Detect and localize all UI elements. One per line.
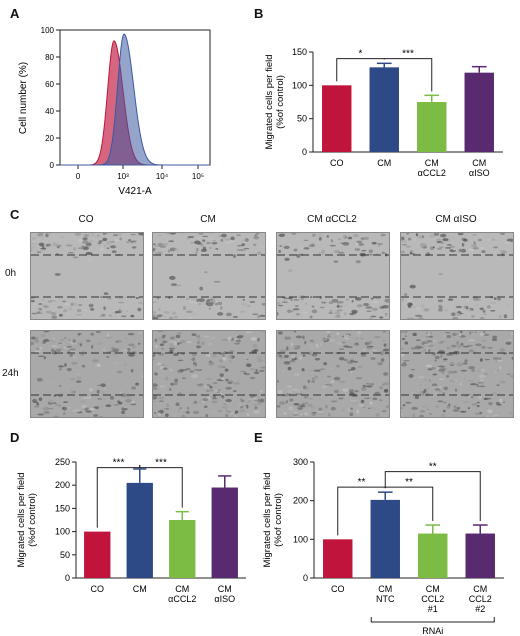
significance-label: *** [113, 458, 125, 469]
panel-letter-b: B [254, 6, 264, 21]
histogram-y-tick: 20 [45, 134, 54, 143]
bar [211, 487, 238, 578]
histogram-y-tick: 100 [41, 26, 55, 35]
y-axis-label: Migrated cells per field(%of control) [16, 472, 38, 567]
category-label: CM αISO [214, 584, 235, 604]
column-label-cm-accl2: CM αCCL2 [307, 214, 357, 225]
histogram-x-tick: 10³ [117, 172, 129, 181]
rnai-bracket [370, 617, 495, 623]
significance-bracket [384, 471, 481, 522]
significance-label: ** [358, 477, 366, 488]
rnai-label: RNAi [422, 626, 443, 634]
histogram-x-tick: 10⁴ [156, 172, 169, 181]
row-label-0h: 0h [5, 268, 17, 279]
y-tick-label: 300 [293, 457, 308, 467]
panel-letter-a: A [10, 6, 20, 21]
category-label: CM [377, 158, 391, 168]
y-tick-label: 200 [293, 496, 308, 506]
histogram-y-tick: 0 [50, 161, 55, 170]
category-label: CO [331, 584, 345, 594]
y-tick-label: 150 [292, 47, 307, 57]
column-label-co: CO [78, 214, 94, 225]
significance-label: *** [155, 458, 167, 469]
significance-label: *** [402, 49, 414, 60]
y-tick-label: 50 [60, 550, 70, 560]
y-tick-label: 150 [55, 503, 70, 513]
bar [323, 539, 353, 578]
category-label: CM NTC [376, 584, 395, 604]
micrograph-tile [400, 232, 514, 320]
micrograph-tile [30, 330, 144, 418]
bar [465, 533, 495, 578]
bar-chart-d: Migrated cells per field(%of control) 0 50… [16, 457, 246, 604]
y-tick-label: 100 [292, 80, 307, 90]
y-tick-label: 250 [55, 457, 70, 467]
bar [417, 102, 447, 152]
y-tick-label: 100 [55, 527, 70, 537]
histogram-y-tick: 80 [45, 53, 54, 62]
category-label: CM αISO [469, 158, 490, 178]
histogram-x-tick: 10⁵ [192, 172, 204, 181]
histogram-blue-curve [60, 33, 210, 166]
micrograph-tile [276, 232, 390, 320]
y-tick-label: 0 [302, 147, 307, 157]
bar [418, 533, 448, 578]
bar [126, 482, 153, 578]
bar [322, 85, 352, 152]
histogram-x-ticks: 0 10³ 10⁴ 10⁵ [76, 165, 204, 181]
category-label: CO [91, 584, 105, 594]
panel-letter-d: D [10, 430, 20, 445]
histogram-xlabel: V421-A [118, 186, 152, 197]
histogram-y-ticks: 0 20 40 60 80 100 [41, 26, 60, 170]
micrograph-tile [152, 232, 266, 320]
row-label-24h: 24h [2, 368, 19, 379]
histogram-ylabel: Cell number (%) [18, 62, 29, 134]
bar [464, 72, 494, 152]
y-tick-label: 200 [55, 480, 70, 490]
category-label: CM CCL2 #1 [421, 584, 444, 614]
y-tick-label: 0 [303, 573, 308, 583]
significance-label: * [359, 49, 363, 60]
micrograph-tile [400, 330, 514, 418]
category-label: CM αCCL2 [418, 158, 446, 178]
significance-label: ** [429, 462, 437, 473]
y-axis-label: Migrated cells per field(%of control) [264, 54, 286, 149]
y-tick-label: 100 [293, 534, 308, 544]
significance-label: ** [405, 477, 413, 488]
panel-letter-c: C [10, 207, 20, 222]
column-label-cm-aiso: CM αISO [435, 214, 477, 225]
category-label: CO [330, 158, 344, 168]
micrograph-tile [30, 232, 144, 320]
significance-bracket [383, 58, 433, 92]
histogram-x-tick: 0 [76, 172, 81, 181]
category-label: CM αCCL2 [168, 584, 196, 604]
category-label: CM CCL2 #2 [469, 584, 492, 614]
bar-chart-b: Migrated cells per field(%of control) 0 50… [264, 47, 503, 178]
bar-chart-e: Migrated cells per field(%of control) 0 10… [262, 457, 504, 634]
histogram-y-tick: 40 [45, 107, 54, 116]
micrograph-tile [276, 330, 390, 418]
column-label-cm: CM [200, 214, 216, 225]
bar [370, 499, 400, 578]
histogram-y-tick: 60 [45, 80, 54, 89]
bar [369, 67, 399, 152]
bar [169, 520, 196, 578]
panel-letter-e: E [254, 430, 263, 445]
category-label: CM [133, 584, 147, 594]
scratch-assay-grid: CO CM CM αCCL2 CM αISO 0h 24h [0, 210, 520, 420]
bar [84, 531, 111, 578]
y-tick-label: 50 [297, 114, 307, 124]
significance-bracket [139, 464, 183, 508]
y-tick-label: 0 [65, 573, 70, 583]
micrograph-tile [152, 330, 266, 418]
y-axis-label: Migrated cells per field(%of control) [262, 472, 284, 567]
